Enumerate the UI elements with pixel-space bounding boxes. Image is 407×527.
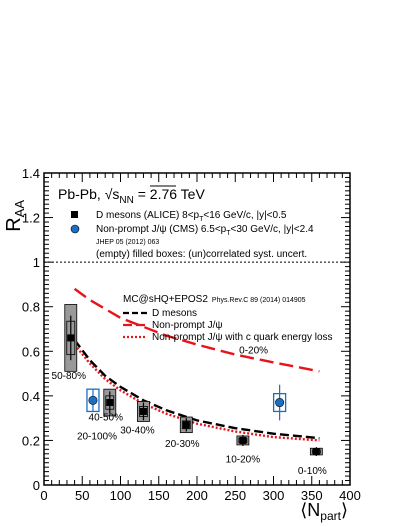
x-tick-label: 150: [148, 488, 170, 503]
d-meson-marker: [106, 399, 114, 407]
model-curves: [73, 287, 320, 442]
y-tick-label: 1.2: [22, 211, 40, 226]
centrality-label: 40-50%: [89, 412, 124, 423]
legend-jpsi-sub: T: [226, 230, 231, 237]
legend-jpsi-text: Non-prompt J/ψ (CMS) 6.5<p: [96, 224, 227, 235]
centrality-label: 0-10%: [298, 466, 327, 477]
legend-d-mesons: D mesons (ALICE) 8<pT<16 GeV/c, |y|<0.5: [96, 210, 287, 223]
x-axis-title-main: ⟨N: [300, 500, 320, 520]
legend-d-mesons-sub: T: [199, 216, 204, 223]
d-meson-marker: [67, 334, 75, 342]
legend-d-mesons-marker: [71, 211, 78, 218]
system-label: Pb-Pb, √sNN = 2.76 TeV: [58, 186, 205, 206]
jpsi-marker: [275, 398, 285, 408]
y-tick-label: 0.6: [22, 344, 40, 359]
y-tick-label: 0.8: [22, 300, 40, 315]
model-legend-jpsi: Non-prompt J/ψ: [152, 320, 222, 331]
axis-ticks: [43, 172, 351, 486]
x-tick-label: 250: [224, 488, 246, 503]
legend-jpsi: Non-prompt J/ψ (CMS) 6.5<pT<30 GeV/c, |y…: [96, 224, 314, 237]
y-tick-label: 0: [33, 478, 40, 493]
model-curve: [73, 287, 320, 373]
model-curve: [73, 339, 320, 440]
model-legend-title-text: MC@sHQ+EPOS2: [123, 294, 208, 305]
jpsi-centrality-label: 0-20%: [239, 346, 268, 357]
x-axis-title: ⟨Npart⟩: [300, 500, 348, 523]
d-meson-marker: [139, 407, 147, 415]
jpsi-centrality-label: 20-100%: [77, 431, 117, 442]
d-meson-marker: [182, 421, 190, 429]
x-tick-label: 200: [186, 488, 208, 503]
x-tick-label: 300: [263, 488, 285, 503]
x-tick-label: 50: [75, 488, 89, 503]
y-tick-label: 1: [33, 255, 40, 270]
model-legend-d: D mesons: [152, 308, 197, 319]
y-tick-label: 0.4: [22, 389, 40, 404]
model-legend-title: MC@sHQ+EPOS2 Phys.Rev.C 89 (2014) 014905: [123, 294, 306, 305]
x-tick-label: 350: [301, 488, 323, 503]
system-label-energy: = 2.76 TeV: [134, 186, 206, 202]
d-meson-marker: [312, 448, 320, 456]
jpsi-marker: [88, 395, 98, 405]
y-tick-label: 0.2: [22, 433, 40, 448]
model-curve: [73, 343, 320, 442]
x-axis-title-sub: part: [320, 509, 341, 523]
system-label-sub: NN: [119, 195, 133, 206]
y-tick-label: 1.4: [22, 166, 40, 181]
legend-d-mesons-end: <16 GeV/c, |y|<0.5: [203, 210, 286, 221]
centrality-label: 10-20%: [226, 455, 261, 466]
system-label-main: Pb-Pb, √s: [58, 186, 119, 202]
x-tick-label: 100: [110, 488, 132, 503]
data-points: [64, 304, 323, 457]
model-legend-jpsi-eloss: Non-prompt J/ψ with c quark energy loss: [152, 332, 333, 343]
legend-jpsi-ref: JHEP 05 (2012) 063: [96, 239, 159, 246]
x-axis-title-end: ⟩: [341, 500, 348, 520]
centrality-label: 50-80%: [52, 371, 87, 382]
centrality-label: 30-40%: [120, 426, 155, 437]
y-axis-title: RAA: [3, 200, 27, 232]
d-meson-marker: [239, 436, 247, 444]
legend-boxes-note: (empty) filled boxes: (un)correlated sys…: [96, 249, 307, 260]
legend-jpsi-marker: [70, 224, 80, 234]
model-legend-ref: Phys.Rev.C 89 (2014) 014905: [212, 297, 306, 304]
y-axis-title-sub: AA: [12, 200, 27, 218]
y-axis-title-main: R: [3, 217, 25, 231]
centrality-labels: 0-10% 10-20% 20-30% 30-40% 40-50% 50-80% 0-20%…: [52, 346, 327, 477]
legend-jpsi-end: <30 GeV/c, |y|<2.4: [231, 224, 314, 235]
legend-d-mesons-text: D mesons (ALICE) 8<p: [96, 210, 200, 221]
centrality-label: 20-30%: [165, 439, 200, 450]
axis-tick-labels: 0 50 100 150 200 250 300 350 400 0 0.2 0.4 0.6 0.8 1 1.…: [22, 166, 361, 503]
x-tick-label: 0: [40, 488, 47, 503]
x-tick-label: 400: [339, 488, 361, 503]
